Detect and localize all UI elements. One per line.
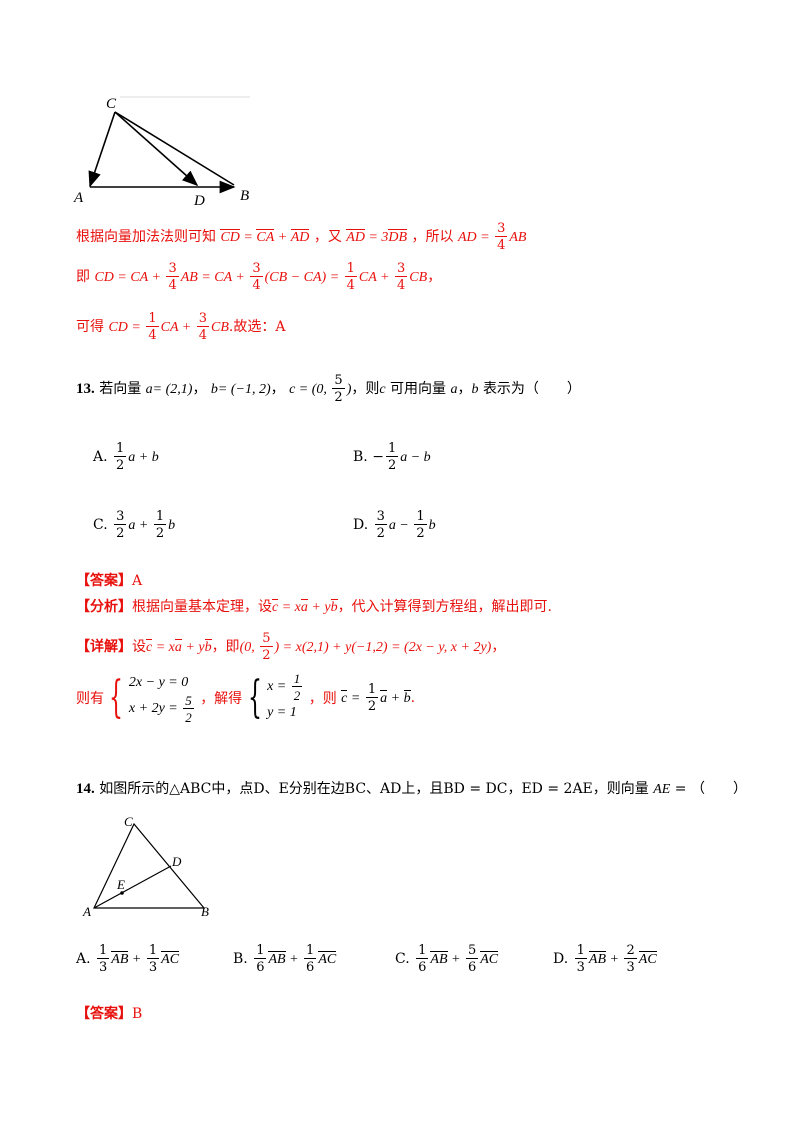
point-E [120, 891, 124, 895]
q13-option-b[interactable]: B. −1 2 a − b [353, 441, 431, 473]
q14-option-c[interactable]: C. 1 6 AB + 5 6 AC [395, 943, 499, 975]
label-D: D [171, 854, 182, 869]
solution12-line1: 根据向量加法法则可知 CD = CA + AD ，又 AD = 3DB ，所以 … [76, 221, 527, 253]
triangle-figure-q14: C D E A B [82, 814, 209, 919]
label-E: E [116, 877, 125, 892]
label-B: B [240, 188, 249, 204]
q14-option-b[interactable]: B. 1 6 AB + 1 6 AC [233, 943, 337, 975]
q14-answer: 【答案】B [76, 1006, 143, 1022]
vector-CA [88, 111, 116, 188]
segment-CB [114, 111, 235, 186]
label-A: A [73, 190, 84, 206]
triangle-ABC [93, 822, 206, 909]
q14-option-d[interactable]: D. 1 3 AB + 2 3 AC [553, 943, 657, 975]
q14-option-a[interactable]: A. 1 3 AB + 1 3 AC [76, 943, 180, 975]
triangle-figure-q12: C A D B [73, 96, 250, 209]
label-C: C [106, 96, 117, 112]
vector-CD [114, 111, 199, 187]
question14-stem: 14. 如图所示的△ABC中，点D、E分别在边BC、AD上，且BD = DC，E… [76, 781, 747, 797]
q13-answer: 【答案】A [76, 573, 143, 589]
solution12-line3: 可得 CD = 1 4 CA + 3 4 CB.故选：A [76, 311, 286, 343]
label-A: A [82, 904, 91, 919]
q13-analysis: 【分析】根据向量基本定理，设c = xa + yb，代入计算得到方程组，解出即可… [76, 599, 553, 615]
label-D: D [193, 193, 205, 209]
label-C: C [124, 814, 133, 829]
q13-detail: 【详解】设c = xa + yb，即(0, 5 2) = x(2,1) + y(−… [76, 631, 506, 663]
label-B: B [201, 904, 209, 919]
segment-AD [93, 865, 172, 909]
